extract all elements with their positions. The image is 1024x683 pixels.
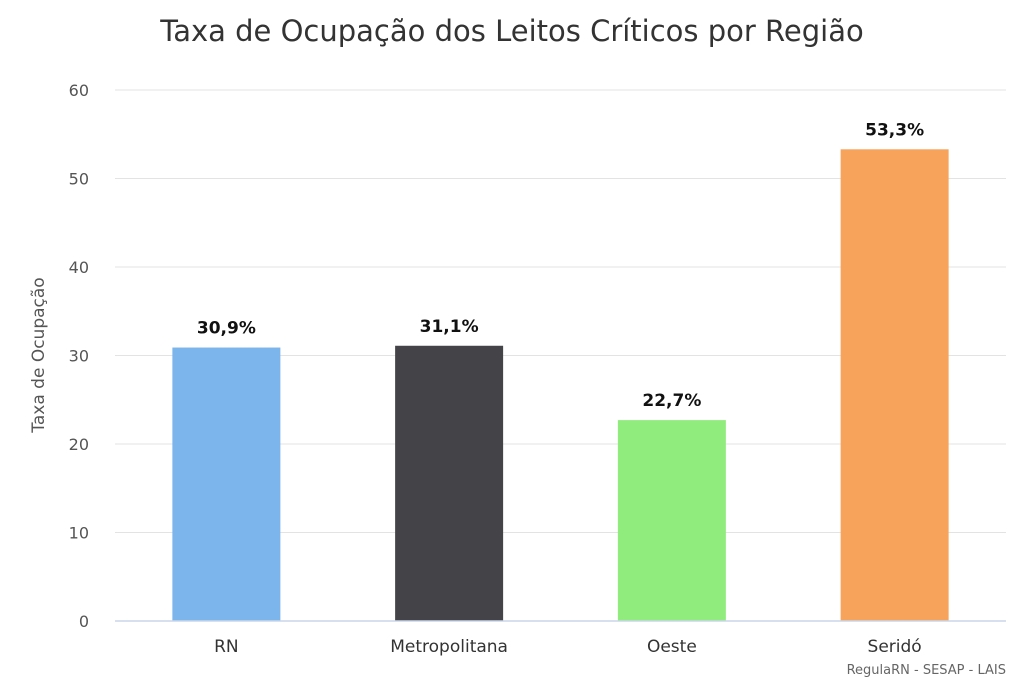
x-category-label: Seridó — [868, 637, 922, 657]
data-labels: 30,9% 31,1% 22,7% 53,3% — [197, 120, 924, 411]
bar-seridó[interactable] — [840, 149, 949, 622]
chart-title: Taxa de Ocupação dos Leitos Críticos por… — [159, 14, 863, 48]
y-tick-label: 10 — [69, 524, 89, 543]
x-axis-categories: RN Metropolitana Oeste Seridó — [214, 637, 922, 657]
y-tick-label: 50 — [69, 170, 89, 189]
data-label: 31,1% — [420, 317, 479, 337]
bar-metropolitana[interactable] — [395, 345, 504, 621]
data-label: 30,9% — [197, 319, 256, 339]
y-axis-ticks: 0 10 20 30 40 50 60 — [69, 81, 89, 631]
y-tick-label: 60 — [69, 81, 89, 100]
bar-rn[interactable] — [172, 347, 281, 621]
x-category-label: Oeste — [647, 637, 697, 657]
y-tick-label: 20 — [69, 435, 89, 454]
data-label: 53,3% — [865, 120, 924, 140]
credits-text: RegulaRN - SESAP - LAIS — [847, 663, 1006, 678]
y-tick-label: 0 — [79, 612, 89, 631]
bars — [172, 149, 949, 622]
x-category-label: RN — [214, 637, 239, 657]
data-label: 22,7% — [642, 391, 701, 411]
y-tick-label: 40 — [69, 258, 89, 277]
y-tick-label: 30 — [69, 347, 89, 366]
y-axis-label: Taxa de Ocupação — [29, 277, 49, 433]
bar-oeste[interactable] — [617, 420, 726, 621]
x-category-label: Metropolitana — [390, 637, 508, 657]
